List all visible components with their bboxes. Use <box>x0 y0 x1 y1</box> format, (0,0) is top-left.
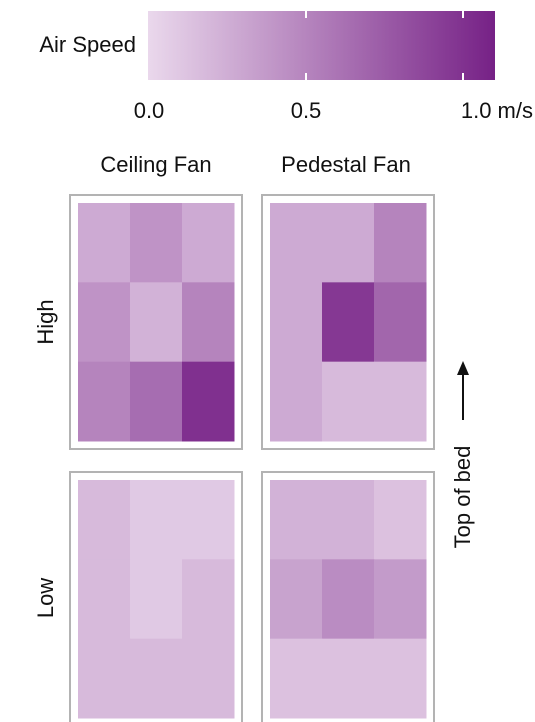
colorbar: Air Speed 0.0 0.5 1.0 m/s <box>39 11 533 123</box>
colorbar-gradient <box>148 11 495 80</box>
heatmap-cell <box>270 638 323 719</box>
heatmap-cell <box>78 480 131 560</box>
heatmap-cell <box>322 282 375 363</box>
heatmap-cell <box>182 638 235 719</box>
heatmap-cell <box>374 638 427 719</box>
heatmap-cell <box>78 638 131 719</box>
heatmap-cell <box>78 203 131 283</box>
arrowhead-icon <box>457 361 469 375</box>
heatmap-cell <box>78 282 131 363</box>
heatmap-cell <box>374 203 427 283</box>
top-of-bed-indicator: Top of bed <box>450 361 475 548</box>
heatmap-cell <box>374 480 427 560</box>
heatmap-cell <box>374 282 427 363</box>
heatmap-cell <box>374 559 427 640</box>
heatmap-cell <box>322 480 375 560</box>
heatmap-cell <box>78 361 131 442</box>
top-of-bed-label: Top of bed <box>450 446 475 549</box>
heatmap-cell <box>182 559 235 640</box>
heatmap-cell <box>130 638 183 719</box>
heatmap-cell <box>322 559 375 640</box>
heatmap-cell <box>270 559 323 640</box>
row-label-low: Low <box>33 578 58 618</box>
heatmap-cell <box>322 638 375 719</box>
heatmap-cell <box>322 203 375 283</box>
heatmap-cell <box>130 361 183 442</box>
heatmap-cell <box>182 203 235 283</box>
heatmap-cell <box>270 361 323 442</box>
column-header-pedestal-fan: Pedestal Fan <box>281 152 411 177</box>
heatmap-cell <box>78 559 131 640</box>
heatmap-cell <box>130 559 183 640</box>
row-label-high: High <box>33 299 58 344</box>
heatmap-cell <box>270 203 323 283</box>
heatmap-cell <box>182 282 235 363</box>
heatmap-cell <box>322 361 375 442</box>
heatmap-cell <box>130 282 183 363</box>
heatmap-cell <box>130 203 183 283</box>
colorbar-title: Air Speed <box>39 32 136 57</box>
heatmap-cell <box>374 361 427 442</box>
heatmap-cell <box>130 480 183 560</box>
heatmap-cell <box>270 480 323 560</box>
heatmap-cell <box>182 361 235 442</box>
heatmap-cell <box>182 480 235 560</box>
colorbar-tick-label: 1.0 m/s <box>461 98 533 123</box>
column-header-ceiling-fan: Ceiling Fan <box>100 152 211 177</box>
heatmap-panels <box>69 194 435 722</box>
colorbar-tick-label: 0.0 <box>134 98 165 123</box>
colorbar-tick-label: 0.5 <box>291 98 322 123</box>
heatmap-cell <box>270 282 323 363</box>
